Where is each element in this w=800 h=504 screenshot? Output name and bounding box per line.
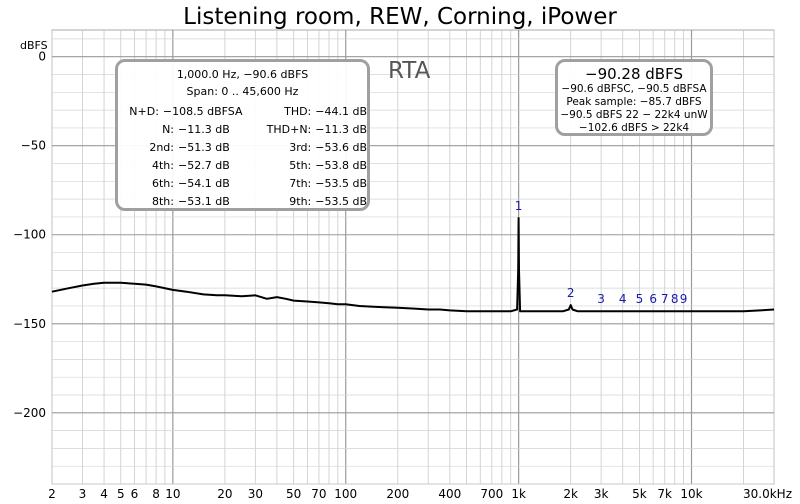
level-line-1: −90.6 dBFSC, −90.5 dBFSA (561, 83, 707, 95)
x-tick-label: 400 (438, 487, 461, 501)
distortion-value: −53.8 dB (315, 159, 367, 172)
distortion-value: −52.7 dB (178, 159, 230, 172)
distortion-label: THD: (284, 105, 312, 118)
distortion-value: −54.1 dB (178, 177, 230, 190)
distortion-label: 3rd: (289, 141, 312, 154)
distortion-label: 6th: (152, 177, 174, 190)
distortion-value: −51.3 dB (178, 141, 230, 154)
x-tick-label: 10 (165, 487, 180, 501)
level-line-2: Peak sample: −85.7 dBFS (566, 96, 702, 108)
y-tick-label: −100 (13, 228, 46, 242)
rta-label: RTA (388, 58, 431, 84)
distortion-row: 2nd: −51.3 dB 3rd: −53.6 dB (118, 139, 367, 157)
level-line-4: −102.6 dBFS > 22k4 (578, 122, 690, 134)
y-tick-label: −150 (13, 317, 46, 331)
x-tick-label: 200 (386, 487, 409, 501)
distortion-value: −53.5 dB (315, 177, 367, 190)
x-tick-label: 8 (152, 487, 160, 501)
harmonic-label: 8 (671, 292, 679, 306)
distortion-value: −53.5 dB (315, 195, 367, 208)
level-box: −90.28 dBFS −90.6 dBFSC, −90.5 dBFSA Pea… (555, 59, 713, 136)
distortion-value: −44.1 dB (315, 105, 367, 118)
chart-title: Listening room, REW, Corning, iPower (183, 4, 617, 30)
level-main: −90.28 dBFS (585, 65, 683, 83)
distortion-value: −11.3 dB (178, 123, 230, 136)
x-tick-label: 70 (311, 487, 326, 501)
distortion-label: 5th: (289, 159, 312, 172)
harmonic-label: 3 (597, 292, 605, 306)
distortion-label: 7th: (289, 177, 312, 190)
distortion-value: −11.3 dB (315, 123, 367, 136)
harmonic-label: 4 (619, 292, 627, 306)
distortion-row: N: −11.3 dB THD+N: −11.3 dB (118, 121, 367, 139)
axis-ticks: 2 3 4 5 6 8 10 20 30 50 70 100 200 400 700 1k 2k 3k 5k 7k 10… (13, 50, 792, 501)
series-line (51, 217, 775, 313)
harmonic-label: 5 (636, 292, 644, 306)
distortion-value: −53.6 dB (315, 141, 367, 154)
x-tick-label: 7k (657, 487, 672, 501)
x-tick-label: 2 (48, 487, 56, 501)
distortion-row: N+D: −108.5 dBFSA THD: −44.1 dB (118, 103, 367, 121)
distortion-label: 8th: (152, 195, 174, 208)
harmonic-label: 1 (515, 199, 523, 213)
distortion-value: −108.5 dBFSA (162, 105, 243, 118)
distortion-row: 4th: −52.7 dB 5th: −53.8 dB (118, 157, 367, 175)
harmonic-label: 6 (649, 292, 657, 306)
x-tick-label: 10k (680, 487, 702, 501)
distortion-label: THD+N: (266, 123, 312, 136)
y-axis-label: dBFS (20, 39, 48, 52)
distortion-header: 1,000.0 Hz, −90.6 dBFS (176, 68, 309, 81)
distortion-label: 4th: (152, 159, 174, 172)
x-tick-label: 3 (79, 487, 87, 501)
x-tick-label: 20 (217, 487, 232, 501)
distortion-row: 6th: −54.1 dB 7th: −53.5 dB (118, 175, 367, 193)
harmonic-label: 9 (680, 292, 688, 306)
x-tick-label: 2k (563, 487, 578, 501)
x-tick-label: 100 (334, 487, 357, 501)
distortion-span: Span: 0 .. 45,600 Hz (186, 85, 299, 98)
distortion-label: N+D: (129, 105, 159, 118)
distortion-row: 8th: −53.1 dB 9th: −53.5 dB (118, 193, 367, 211)
distortion-label: 2nd: (149, 141, 174, 154)
distortion-value: −53.1 dB (178, 195, 230, 208)
x-tick-label: 30.0kHz (743, 487, 792, 501)
harmonic-label: 2 (567, 286, 575, 300)
x-tick-label: 1k (511, 487, 526, 501)
x-tick-label: 5 (117, 487, 125, 501)
y-tick-label: −200 (13, 406, 46, 420)
y-tick-label: −50 (21, 139, 46, 153)
x-tick-label: 30 (248, 487, 263, 501)
y-tick-label: 0 (38, 50, 46, 64)
x-tick-label: 6 (131, 487, 139, 501)
level-line-3: −90.5 dBFS 22 − 22k4 unW (560, 109, 708, 121)
distortion-label: 9th: (289, 195, 312, 208)
harmonic-markers: 1 2 3 4 5 6 7 8 9 (515, 199, 688, 306)
harmonic-label: 7 (661, 292, 669, 306)
x-tick-label: 700 (480, 487, 503, 501)
distortion-label: N: (162, 123, 174, 136)
distortion-box: 1,000.0 Hz, −90.6 dBFS Span: 0 .. 45,600… (115, 59, 370, 211)
x-tick-label: 50 (286, 487, 301, 501)
x-tick-label: 3k (594, 487, 609, 501)
x-tick-label: 4 (100, 487, 108, 501)
x-tick-label: 5k (632, 487, 647, 501)
